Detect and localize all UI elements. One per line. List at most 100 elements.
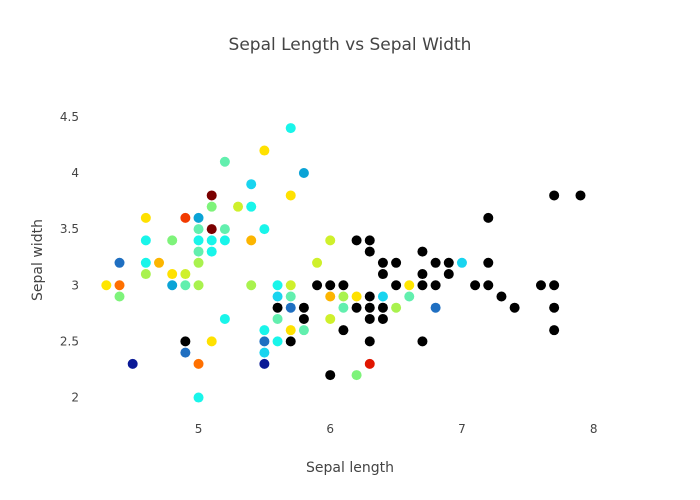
data-point[interactable] xyxy=(351,291,362,302)
data-point[interactable] xyxy=(246,235,257,246)
data-point[interactable] xyxy=(219,224,230,235)
data-point[interactable] xyxy=(364,336,375,347)
data-point[interactable] xyxy=(298,313,309,324)
data-point[interactable] xyxy=(140,235,151,246)
data-point[interactable] xyxy=(193,257,204,268)
data-point[interactable] xyxy=(285,325,296,336)
data-point[interactable] xyxy=(535,280,546,291)
data-point[interactable] xyxy=(259,325,270,336)
data-point[interactable] xyxy=(443,257,454,268)
data-point[interactable] xyxy=(364,302,375,313)
data-point[interactable] xyxy=(114,280,125,291)
data-point[interactable] xyxy=(180,336,191,347)
data-point[interactable] xyxy=(456,257,467,268)
data-point[interactable] xyxy=(285,123,296,134)
data-point[interactable] xyxy=(180,347,191,358)
data-point[interactable] xyxy=(219,235,230,246)
data-point[interactable] xyxy=(193,246,204,257)
data-point[interactable] xyxy=(483,257,494,268)
data-point[interactable] xyxy=(193,358,204,369)
data-point[interactable] xyxy=(114,291,125,302)
data-point[interactable] xyxy=(246,280,257,291)
data-point[interactable] xyxy=(233,201,244,212)
data-point[interactable] xyxy=(193,392,204,403)
data-point[interactable] xyxy=(417,336,428,347)
data-point[interactable] xyxy=(325,313,336,324)
data-point[interactable] xyxy=(325,280,336,291)
data-point[interactable] xyxy=(470,280,481,291)
data-point[interactable] xyxy=(351,235,362,246)
data-point[interactable] xyxy=(140,269,151,280)
data-point[interactable] xyxy=(325,235,336,246)
data-point[interactable] xyxy=(391,302,402,313)
data-point[interactable] xyxy=(101,280,112,291)
data-point[interactable] xyxy=(404,280,415,291)
data-point[interactable] xyxy=(272,280,283,291)
data-point[interactable] xyxy=(219,156,230,167)
data-point[interactable] xyxy=(483,280,494,291)
data-point[interactable] xyxy=(180,269,191,280)
data-point[interactable] xyxy=(338,291,349,302)
data-point[interactable] xyxy=(206,190,217,201)
data-point[interactable] xyxy=(325,370,336,381)
data-point[interactable] xyxy=(206,224,217,235)
data-point[interactable] xyxy=(364,246,375,257)
data-point[interactable] xyxy=(272,313,283,324)
data-point[interactable] xyxy=(193,212,204,223)
data-point[interactable] xyxy=(364,291,375,302)
data-point[interactable] xyxy=(285,302,296,313)
data-point[interactable] xyxy=(549,325,560,336)
data-point[interactable] xyxy=(377,313,388,324)
data-point[interactable] xyxy=(549,190,560,201)
data-point[interactable] xyxy=(377,269,388,280)
data-point[interactable] xyxy=(351,302,362,313)
data-point[interactable] xyxy=(483,212,494,223)
data-point[interactable] xyxy=(364,358,375,369)
data-point[interactable] xyxy=(417,246,428,257)
data-point[interactable] xyxy=(154,257,165,268)
data-point[interactable] xyxy=(180,280,191,291)
data-point[interactable] xyxy=(351,370,362,381)
data-point[interactable] xyxy=(325,291,336,302)
data-point[interactable] xyxy=(430,302,441,313)
data-point[interactable] xyxy=(298,325,309,336)
data-point[interactable] xyxy=(404,291,415,302)
data-point[interactable] xyxy=(272,302,283,313)
data-point[interactable] xyxy=(114,257,125,268)
data-point[interactable] xyxy=(193,224,204,235)
data-point[interactable] xyxy=(219,313,230,324)
data-point[interactable] xyxy=(259,336,270,347)
data-point[interactable] xyxy=(575,190,586,201)
data-point[interactable] xyxy=(443,269,454,280)
data-point[interactable] xyxy=(377,291,388,302)
data-point[interactable] xyxy=(193,280,204,291)
data-point[interactable] xyxy=(364,235,375,246)
data-point[interactable] xyxy=(338,280,349,291)
data-point[interactable] xyxy=(167,280,178,291)
data-point[interactable] xyxy=(259,347,270,358)
data-point[interactable] xyxy=(312,280,323,291)
data-point[interactable] xyxy=(391,257,402,268)
data-point[interactable] xyxy=(140,212,151,223)
data-point[interactable] xyxy=(259,358,270,369)
data-point[interactable] xyxy=(206,235,217,246)
data-point[interactable] xyxy=(272,291,283,302)
data-point[interactable] xyxy=(193,235,204,246)
data-point[interactable] xyxy=(206,201,217,212)
data-point[interactable] xyxy=(549,302,560,313)
data-point[interactable] xyxy=(259,145,270,156)
data-point[interactable] xyxy=(246,179,257,190)
data-point[interactable] xyxy=(167,269,178,280)
data-point[interactable] xyxy=(338,302,349,313)
data-point[interactable] xyxy=(312,257,323,268)
data-point[interactable] xyxy=(364,313,375,324)
data-point[interactable] xyxy=(391,280,402,291)
data-point[interactable] xyxy=(285,291,296,302)
data-point[interactable] xyxy=(549,280,560,291)
data-point[interactable] xyxy=(206,246,217,257)
data-point[interactable] xyxy=(285,190,296,201)
data-point[interactable] xyxy=(496,291,507,302)
data-point[interactable] xyxy=(259,224,270,235)
data-point[interactable] xyxy=(298,167,309,178)
data-point[interactable] xyxy=(377,302,388,313)
